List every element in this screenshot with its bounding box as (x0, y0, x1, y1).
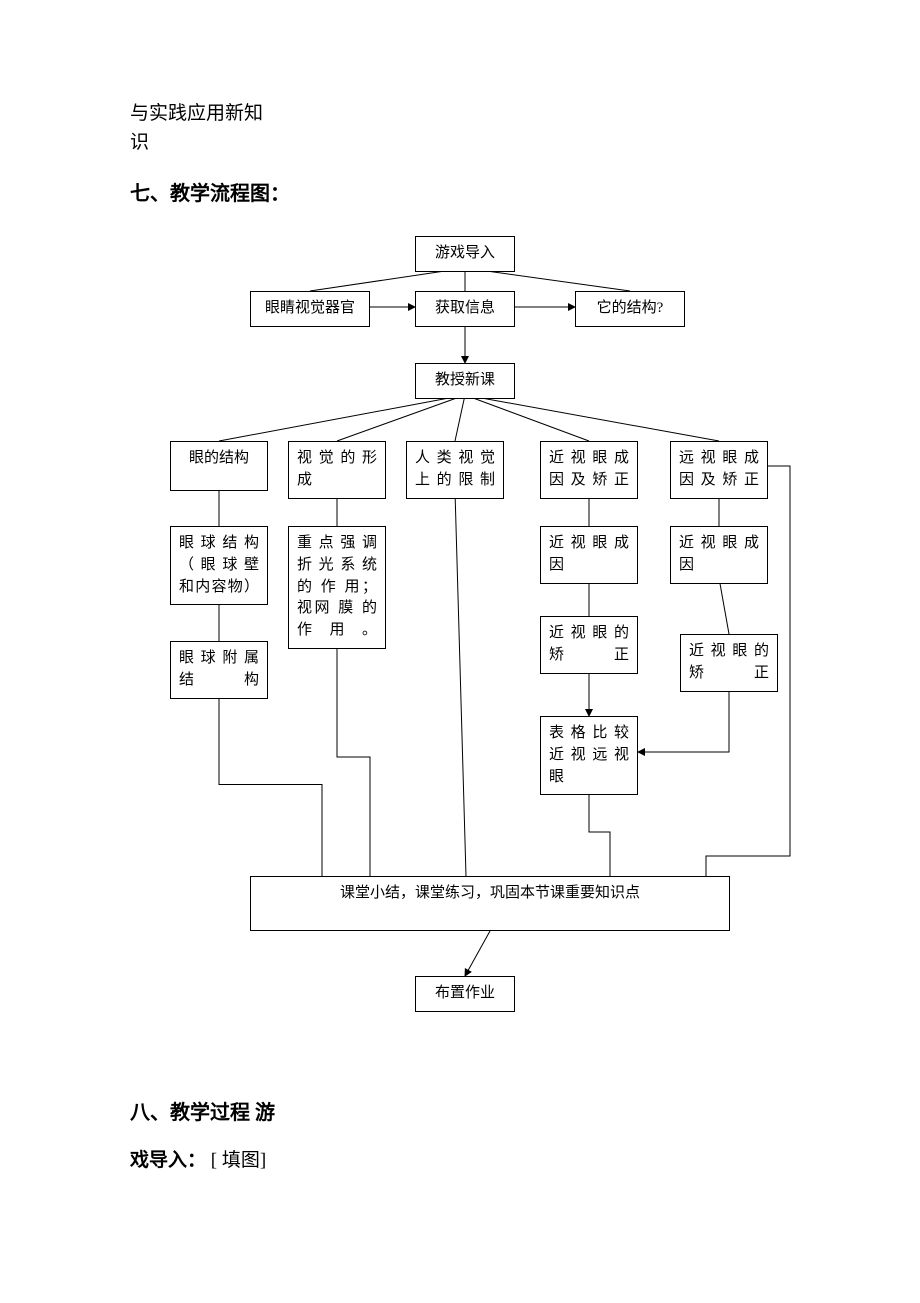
node-r1: 眼的结构 (170, 441, 268, 491)
node-n2a: 眼睛视觉器官 (250, 291, 370, 327)
subheading-8-b: [ 填图] (211, 1150, 266, 1171)
node-d2: 重 点 强 调折 光 系 统的 作 用；视网 膜 的 作用。 (288, 526, 386, 649)
intro-text: 与实践应用新知 识 (130, 100, 800, 157)
node-sum: 课堂小结，课堂练习，巩固本节课重要知识点 (250, 876, 730, 931)
node-n2b: 获取信息 (415, 291, 515, 327)
node-r4: 近 视 眼 成因及矫正 (540, 441, 638, 499)
intro-line2: 识 (130, 132, 149, 153)
heading-8: 八、教学过程 游 (130, 1096, 800, 1125)
subheading-8: 戏导入： [ 填图] (130, 1145, 800, 1172)
node-d5: 近 视 眼 成因 (670, 526, 768, 584)
node-n3: 教授新课 (415, 363, 515, 399)
node-r5: 远 视 眼 成因及矫正 (670, 441, 768, 499)
node-e4: 近 视 眼 的矫正 (540, 616, 638, 674)
node-f4: 表 格 比 较近 视 远 视眼 (540, 716, 638, 795)
heading-7: 七、教学流程图： (130, 177, 800, 206)
node-r3: 人 类 视 觉上的限制 (406, 441, 504, 499)
intro-line1: 与实践应用新知 (130, 103, 263, 124)
node-e1: 眼 球 附 属结构 (170, 641, 268, 699)
node-hw: 布置作业 (415, 976, 515, 1012)
node-d4: 近 视 眼 成因 (540, 526, 638, 584)
node-n1: 游戏导入 (415, 236, 515, 272)
node-r2: 视 觉 的 形成 (288, 441, 386, 499)
node-d1: 眼 球 结 构（ 眼 球 壁和内容物） (170, 526, 268, 605)
node-n2c: 它的结构? (575, 291, 685, 327)
node-e5: 近 视 眼 的矫正 (680, 634, 778, 692)
flowchart: 游戏导入眼睛视觉器官 获取信息 它的结构? 教授新课眼的结构视 觉 的 形成人 类 视… (160, 236, 820, 1066)
subheading-8-a: 戏导入： (130, 1150, 206, 1171)
